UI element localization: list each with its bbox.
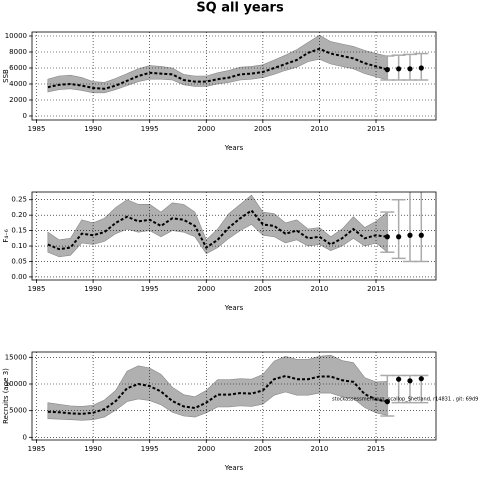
x-tick-label: 2015 [367, 125, 385, 133]
y-tick-label: 0.20 [11, 211, 27, 219]
y-tick-label: 0.10 [11, 242, 27, 250]
x-tick-label: 1995 [141, 285, 159, 293]
x-tick-label: 2005 [254, 445, 272, 453]
x-tick-label: 1985 [28, 445, 46, 453]
projection-point [396, 376, 402, 382]
projection-point [418, 376, 424, 382]
projection-point [396, 234, 402, 240]
x-tick-label: 1995 [141, 445, 159, 453]
y-axis-label: F₄₋₆ [2, 229, 10, 243]
projection-point [418, 65, 424, 71]
annotation: stockassessment.org, scallop_Shetland, r… [332, 397, 478, 403]
confidence-band [47, 194, 388, 258]
y-tick-label: 10000 [5, 32, 27, 40]
x-tick-label: 2005 [254, 125, 272, 133]
x-axis-label: Years [224, 464, 244, 472]
projection-point [396, 66, 402, 72]
panel: 1985 1990 1995 2000 2005 2010 2015 0.00 0.05 0.10… [2, 191, 437, 312]
x-tick-label: 2010 [311, 125, 329, 133]
projection-point [384, 67, 390, 73]
plot-area [32, 32, 436, 120]
x-tick-label: 2015 [367, 285, 385, 293]
y-tick-label: 0.00 [11, 273, 27, 281]
panel: 1985 1990 1995 2000 2005 2010 2015 0 2000 4000 600… [2, 31, 437, 152]
plot-frame [31, 191, 437, 281]
projection-point [407, 232, 413, 238]
y-axis-label: Recruits (age 3) [2, 368, 10, 424]
x-tick-label: 2010 [311, 445, 329, 453]
x-axis-label: Years [224, 304, 244, 312]
estimate-line [47, 47, 388, 90]
y-tick-label: 0.25 [11, 196, 27, 204]
x-tick-label: 1990 [84, 445, 102, 453]
figure-title: SQ all years [196, 1, 284, 16]
estimate-line [47, 374, 388, 415]
x-tick-label: 1985 [28, 125, 46, 133]
x-tick-label: 1995 [141, 125, 159, 133]
y-tick-label: 0 [23, 433, 27, 441]
x-tick-label: 2010 [311, 285, 329, 293]
projection-point [384, 399, 390, 405]
projection-point [407, 66, 413, 72]
plot-area [32, 352, 436, 440]
y-tick-label: 8000 [9, 48, 27, 56]
y-tick-label: 0.05 [11, 257, 27, 265]
plot-frame [31, 31, 437, 121]
y-tick-label: 2000 [9, 96, 27, 104]
y-tick-label: 0 [23, 112, 27, 120]
y-tick-label: 5000 [9, 407, 27, 415]
y-tick-label: 6000 [9, 64, 27, 72]
projection-point [407, 378, 413, 384]
y-tick-label: 0.15 [11, 227, 27, 235]
projection-point [418, 232, 424, 238]
x-tick-label: 1990 [84, 125, 102, 133]
projection-point [384, 234, 390, 240]
x-tick-label: 2005 [254, 285, 272, 293]
x-tick-label: 2000 [197, 445, 215, 453]
x-tick-label: 1990 [84, 285, 102, 293]
y-tick-label: 15000 [5, 353, 27, 361]
x-axis-label: Years [224, 144, 244, 152]
panel: 1985 1990 1995 2000 2005 2010 2015 0 5000 10000 15… [2, 351, 478, 472]
plot-area [32, 192, 436, 280]
plot-frame [31, 351, 437, 441]
y-axis-label: SSB [2, 69, 10, 83]
y-tick-label: 10000 [5, 380, 27, 388]
x-tick-label: 2015 [367, 445, 385, 453]
x-tick-label: 2000 [197, 285, 215, 293]
y-tick-label: 4000 [9, 80, 27, 88]
x-tick-label: 1985 [28, 285, 46, 293]
x-tick-label: 2000 [197, 125, 215, 133]
